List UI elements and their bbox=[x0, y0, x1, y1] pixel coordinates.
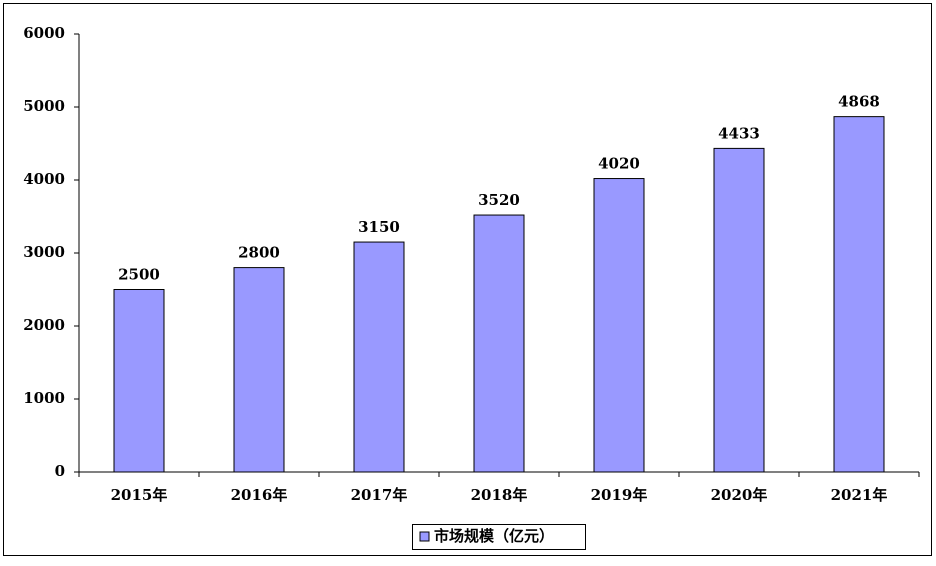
y-tick-label: 3000 bbox=[23, 243, 65, 261]
x-tick-label: 2020年 bbox=[711, 486, 768, 504]
bar bbox=[113, 289, 165, 473]
bar bbox=[473, 214, 525, 473]
value-label: 3150 bbox=[358, 218, 400, 236]
y-tick-label: 0 bbox=[55, 462, 65, 480]
y-tick-label: 1000 bbox=[23, 389, 65, 407]
value-label: 4868 bbox=[838, 93, 880, 111]
legend-swatch bbox=[419, 531, 430, 542]
x-tick-label: 2018年 bbox=[471, 486, 528, 504]
legend-label: 市场规模（亿元） bbox=[434, 527, 554, 545]
x-tick-label: 2019年 bbox=[591, 486, 648, 504]
bar bbox=[833, 116, 885, 473]
value-label: 3520 bbox=[478, 191, 520, 209]
value-label: 2800 bbox=[238, 244, 280, 262]
y-tick-label: 2000 bbox=[23, 316, 65, 334]
legend-box bbox=[412, 524, 586, 550]
bar bbox=[233, 267, 285, 473]
bar bbox=[353, 241, 405, 473]
y-tick-label: 6000 bbox=[23, 24, 65, 42]
bar bbox=[593, 178, 645, 473]
bar bbox=[713, 147, 765, 473]
y-tick-label: 4000 bbox=[23, 170, 65, 188]
x-tick-label: 2017年 bbox=[351, 486, 408, 504]
value-label: 4020 bbox=[598, 155, 640, 173]
value-label: 2500 bbox=[118, 266, 160, 284]
value-label: 4433 bbox=[718, 124, 760, 142]
x-tick-label: 2021年 bbox=[831, 486, 888, 504]
y-tick-label: 5000 bbox=[23, 97, 65, 115]
x-tick-label: 2016年 bbox=[231, 486, 288, 504]
x-tick-label: 2015年 bbox=[111, 486, 168, 504]
